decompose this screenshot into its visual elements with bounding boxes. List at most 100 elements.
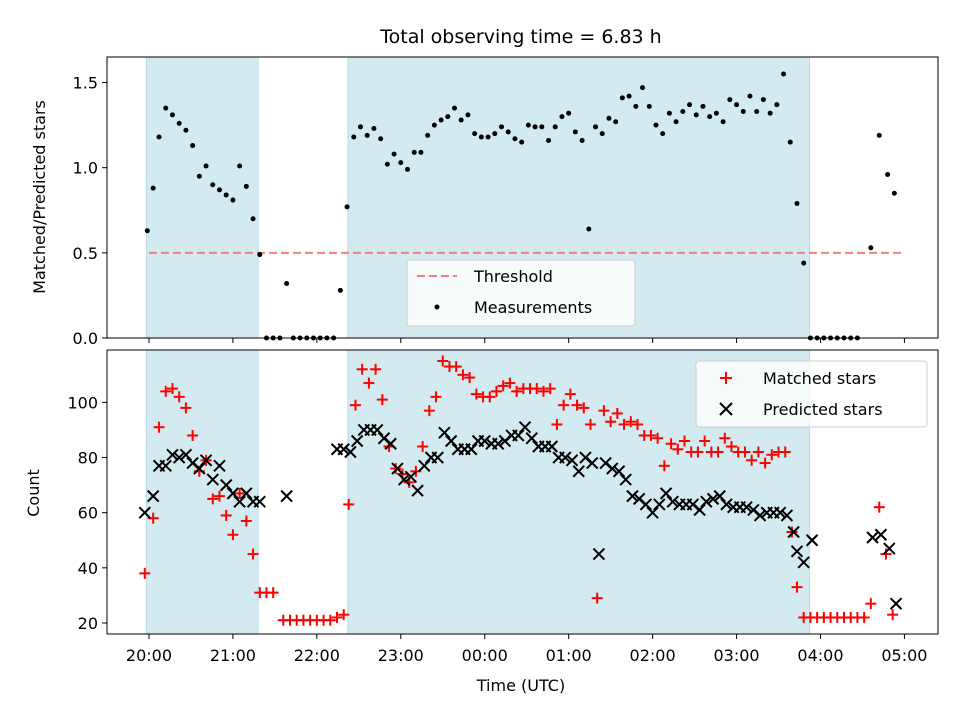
predicted-star-point bbox=[280, 489, 293, 503]
matched-star-point bbox=[484, 391, 496, 403]
predicted-star-point bbox=[478, 434, 491, 448]
matched-star-point bbox=[240, 515, 252, 527]
measurement-point bbox=[552, 124, 558, 130]
measurement-point bbox=[492, 131, 498, 137]
matched-star-point bbox=[865, 598, 877, 610]
legend-measurements-swatch bbox=[434, 304, 440, 310]
x-tick-label: 22:00 bbox=[294, 646, 340, 665]
bottom-panel-y-axis: 20 40 60 80 100 bbox=[67, 393, 107, 633]
matched-star-point bbox=[324, 614, 336, 626]
measurement-point bbox=[230, 197, 236, 203]
measurement-point bbox=[223, 192, 229, 198]
predicted-star-point bbox=[706, 492, 720, 506]
matched-star-point bbox=[665, 438, 677, 450]
predicted-star-point bbox=[206, 473, 219, 486]
predicted-star-point bbox=[585, 456, 599, 470]
measurement-point bbox=[371, 126, 377, 132]
measurement-point bbox=[586, 226, 592, 232]
matched-star-point bbox=[791, 581, 803, 593]
measurement-point bbox=[572, 129, 578, 135]
measurement-point bbox=[418, 149, 424, 155]
measurement-point bbox=[519, 139, 525, 145]
measurement-point bbox=[707, 114, 713, 120]
bottom-y-tick-label: 40 bbox=[78, 559, 98, 578]
predicted-star-point bbox=[866, 531, 879, 544]
matched-star-point bbox=[343, 498, 355, 510]
measurement-point bbox=[190, 143, 196, 149]
matched-star-point bbox=[490, 385, 502, 397]
predicted-star-point bbox=[797, 556, 810, 569]
measurement-point bbox=[485, 134, 491, 140]
predicted-star-point bbox=[159, 459, 172, 473]
matched-star-point bbox=[712, 446, 724, 458]
top-y-tick-label: 0.0 bbox=[73, 329, 98, 348]
measurement-point bbox=[525, 122, 531, 128]
predicted-star-point bbox=[438, 426, 451, 439]
matched-star-point bbox=[858, 611, 870, 623]
matched-star-point bbox=[658, 460, 670, 472]
measurement-point bbox=[398, 160, 404, 166]
x-tick-label: 01:00 bbox=[546, 646, 592, 665]
matched-star-point bbox=[631, 418, 643, 430]
matched-star-point bbox=[390, 463, 402, 475]
predicted-star-point bbox=[874, 528, 888, 541]
measurement-point bbox=[499, 124, 505, 130]
measurement-point bbox=[344, 204, 350, 210]
predicted-star-point bbox=[431, 451, 444, 464]
predicted-star-point bbox=[545, 440, 559, 453]
predicted-star-point bbox=[790, 545, 804, 558]
measurement-point bbox=[720, 119, 726, 125]
predicted-star-point bbox=[226, 487, 240, 500]
measurement-point bbox=[673, 119, 679, 125]
matched-star-point bbox=[692, 446, 704, 458]
matched-star-point bbox=[544, 383, 556, 395]
measurement-point bbox=[760, 97, 766, 103]
matched-star-point bbox=[618, 418, 630, 430]
x-tick-label: 21:00 bbox=[210, 646, 256, 665]
bottom-legend-box bbox=[695, 360, 928, 428]
measurement-point bbox=[599, 131, 605, 137]
predicted-star-point bbox=[337, 443, 350, 456]
predicted-star-point bbox=[193, 462, 206, 475]
predicted-star-point bbox=[384, 437, 397, 450]
matched-star-point bbox=[511, 385, 523, 397]
matched-star-point bbox=[417, 441, 429, 453]
x-tick-label: 04:00 bbox=[797, 646, 843, 665]
measurement-point bbox=[284, 281, 290, 287]
predicted-star-point bbox=[646, 506, 659, 519]
predicted-star-point bbox=[700, 495, 713, 508]
measurement-point bbox=[445, 114, 451, 120]
measurement-point bbox=[700, 103, 706, 109]
predicted-star-point bbox=[780, 509, 794, 522]
measurement-point bbox=[425, 132, 431, 138]
matched-star-point bbox=[746, 454, 758, 466]
measurement-point bbox=[150, 185, 156, 191]
bottom-panel: 20 40 60 80 100 20:00 21:00 22:00 23:00 00:00 01:… bbox=[24, 349, 939, 695]
predicted-star-point bbox=[805, 534, 819, 547]
measurement-point bbox=[754, 108, 760, 114]
matched-star-point bbox=[430, 391, 442, 403]
matched-star-point bbox=[719, 432, 731, 444]
measurement-point bbox=[891, 190, 897, 196]
matched-star-point bbox=[234, 487, 246, 499]
matched-star-point bbox=[551, 418, 563, 430]
matched-star-point bbox=[605, 416, 617, 428]
matched-star-point bbox=[625, 416, 637, 428]
matched-star-point bbox=[153, 421, 165, 433]
matched-star-point bbox=[423, 405, 435, 417]
measurement-point bbox=[885, 172, 891, 178]
legend-predicted-label: Predicted stars bbox=[763, 400, 883, 419]
measurement-point bbox=[794, 200, 800, 206]
predicted-star-point bbox=[592, 547, 606, 561]
measurement-point bbox=[546, 137, 552, 143]
predicted-star-point bbox=[693, 503, 706, 517]
predicted-star-point bbox=[639, 498, 653, 511]
top-panel: 0.0 0.5 1.0 1.5 Matched/Predicted stars Thr… bbox=[30, 56, 939, 348]
predicted-star-point bbox=[166, 448, 179, 461]
predicted-star-point bbox=[199, 454, 213, 467]
measurement-point bbox=[579, 137, 585, 143]
measurement-point bbox=[237, 163, 243, 169]
predicted-star-point bbox=[626, 489, 639, 503]
measurement-point bbox=[169, 112, 175, 118]
